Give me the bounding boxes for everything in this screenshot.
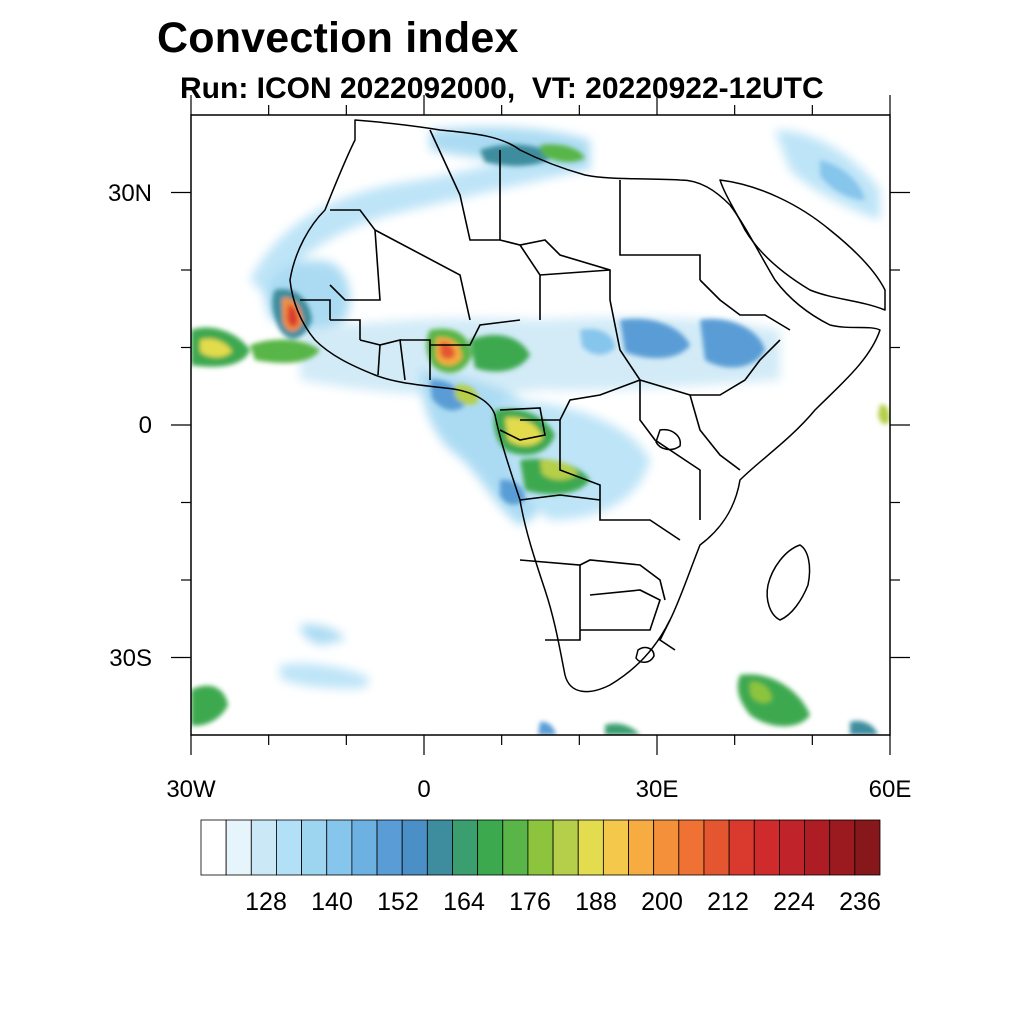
colorbar-label: 188	[575, 888, 617, 916]
convection-field	[191, 127, 890, 735]
lat-label-30n: 30N	[107, 180, 152, 207]
south-atlantic-band	[280, 663, 370, 689]
madagascar	[766, 544, 811, 621]
colorbar-swatch	[225, 819, 252, 876]
colorbar-swatch	[854, 819, 881, 876]
colorbar-swatch	[577, 819, 604, 876]
colorbar-swatch	[200, 819, 227, 876]
lat-label-30s: 30S	[109, 645, 152, 672]
colorbar-swatch	[653, 819, 680, 876]
coastlines	[289, 119, 886, 693]
colorbar-label: 236	[839, 888, 881, 916]
lat-label-0: 0	[138, 412, 152, 439]
colorbar-swatch	[779, 819, 805, 876]
colorbar-label: 140	[311, 888, 353, 916]
africa-coastline	[289, 119, 881, 693]
colorbar-swatch	[552, 819, 579, 876]
colorbar-swatch	[376, 819, 403, 876]
lake-victoria	[655, 428, 681, 451]
colorbar-swatch	[753, 819, 780, 876]
colorbar-label: 164	[443, 888, 485, 916]
colorbar-swatch	[276, 819, 302, 876]
colorbar-label: 176	[509, 888, 551, 916]
colorbar-label: 212	[707, 888, 749, 916]
colorbar-swatch	[452, 819, 479, 876]
colorbar-swatch	[301, 819, 328, 876]
arabian-peninsula	[719, 179, 886, 311]
lon-label-60e: 60E	[868, 776, 912, 803]
colorbar-label: 152	[377, 888, 419, 916]
country-borders	[300, 129, 791, 651]
colorbar-swatch	[602, 819, 629, 876]
colorbar-swatch	[477, 819, 504, 876]
colorbar-label: 128	[245, 888, 287, 916]
colorbar-swatch	[678, 819, 705, 876]
colorbar	[200, 819, 881, 876]
lon-label-30w: 30W	[166, 776, 216, 803]
colorbar-swatch	[527, 819, 554, 876]
lon-label-0: 0	[417, 776, 431, 803]
colorbar-swatch	[250, 819, 277, 876]
colorbar-swatch	[326, 819, 353, 876]
lesotho	[635, 646, 655, 663]
colorbar-swatch	[502, 819, 529, 876]
axis-ticks	[171, 95, 910, 755]
colorbar-label: 200	[641, 888, 683, 916]
colorbar-swatch	[728, 819, 755, 876]
sahara-cloud-band	[250, 140, 585, 300]
colorbar-label: 224	[773, 888, 815, 916]
colorbar-swatch	[401, 819, 428, 876]
map-title: Convection index	[157, 14, 519, 62]
colorbar-swatch	[628, 819, 655, 876]
sw-atlantic	[300, 624, 345, 645]
colorbar-swatch	[804, 819, 831, 876]
lon-label-30e: 30E	[635, 776, 679, 803]
colorbar-swatch	[351, 819, 378, 876]
colorbar-swatch	[703, 819, 730, 876]
map-subtitle: Run: ICON 2022092000, VT: 20220922-12UTC	[180, 72, 824, 105]
colorbar-swatch	[426, 819, 453, 876]
colorbar-swatch	[829, 819, 856, 876]
